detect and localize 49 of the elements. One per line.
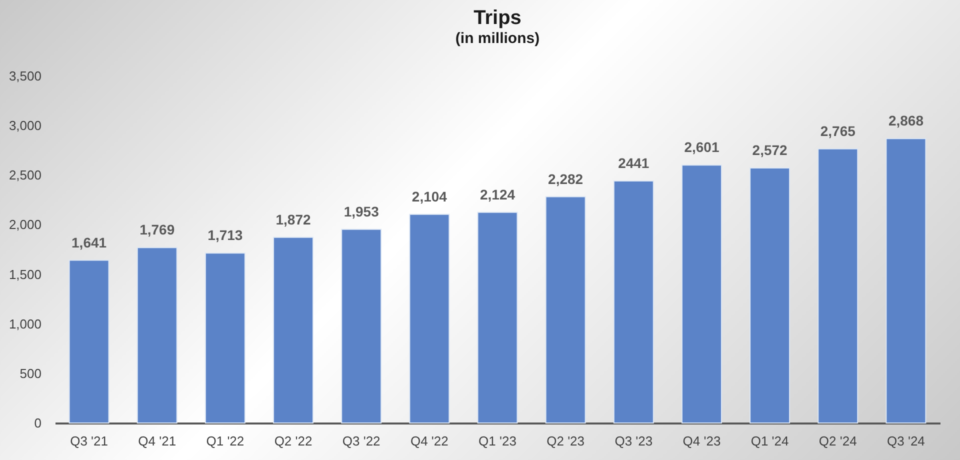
x-tick-label: Q4 '21 [138, 434, 176, 448]
data-label: 2,601 [684, 139, 720, 156]
bar [545, 196, 586, 424]
x-tick-label: Q1 '22 [206, 434, 244, 448]
x-tick-label: Q2 '23 [546, 434, 585, 448]
bar [477, 212, 518, 424]
bar [613, 180, 654, 424]
data-label: 1,769 [140, 222, 175, 238]
bar [273, 236, 314, 424]
bar [750, 168, 790, 424]
bar [204, 252, 246, 424]
x-tick-label: Q3 '21 [70, 434, 108, 448]
bar [136, 247, 178, 424]
bar [818, 148, 858, 424]
y-tick-label: 2,500 [8, 168, 42, 183]
y-tick-label: 500 [20, 366, 42, 381]
y-tick-label: 1,000 [8, 316, 42, 332]
x-tick-label: Q2 '22 [274, 434, 312, 448]
data-label: 1,641 [72, 234, 107, 250]
x-tick-label: Q3 '23 [614, 434, 653, 448]
x-tick-label: Q1 '23 [478, 434, 516, 448]
y-tick-label: 2,000 [8, 217, 42, 232]
chart-subtitle: (in millions) [455, 30, 540, 47]
bar [409, 214, 450, 424]
x-tick-label: Q4 '23 [682, 434, 721, 448]
data-label: 1,713 [208, 227, 243, 244]
bar [681, 164, 722, 424]
data-label: 2,572 [752, 142, 788, 158]
data-label: 1,872 [276, 211, 311, 228]
data-label: 2,104 [412, 188, 448, 204]
x-tick-label: Q4 '22 [410, 434, 448, 448]
bar [68, 260, 110, 424]
data-label: 2,765 [820, 122, 856, 139]
bar [886, 138, 926, 424]
x-tick-label: Q3 '24 [887, 434, 925, 448]
x-tick-label: Q2 '24 [818, 434, 857, 448]
x-tick-label: Q1 '24 [750, 434, 789, 448]
y-tick-label: 0 [34, 416, 42, 430]
data-label: 2,282 [548, 170, 584, 187]
data-label: 2441 [618, 154, 650, 171]
y-tick-label: 3,000 [8, 118, 42, 134]
data-label: 2,868 [888, 112, 924, 129]
bar [341, 228, 382, 424]
chart-title: Trips [474, 7, 522, 29]
y-tick-label: 1,500 [8, 266, 42, 282]
x-tick-label: Q3 '22 [342, 434, 380, 448]
data-label: 2,124 [480, 186, 516, 202]
y-tick-label: 3,500 [8, 68, 42, 84]
data-label: 1,953 [344, 203, 380, 220]
